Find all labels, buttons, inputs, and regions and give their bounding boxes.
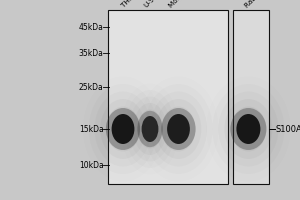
Ellipse shape (161, 106, 196, 152)
Text: U-937: U-937 (143, 0, 162, 9)
Text: Rat spleen: Rat spleen (243, 0, 274, 9)
Ellipse shape (167, 114, 190, 144)
Ellipse shape (236, 114, 260, 144)
Ellipse shape (106, 106, 140, 152)
Text: 10kDa: 10kDa (79, 160, 104, 170)
Text: 35kDa: 35kDa (79, 48, 104, 58)
Text: 25kDa: 25kDa (79, 83, 104, 92)
Bar (108, 10, 228, 184)
Ellipse shape (142, 116, 158, 142)
Text: 45kDa: 45kDa (79, 22, 104, 31)
Text: S100A9: S100A9 (276, 124, 300, 134)
Ellipse shape (230, 106, 266, 152)
Ellipse shape (161, 108, 196, 150)
Text: 15kDa: 15kDa (79, 124, 104, 134)
Ellipse shape (137, 111, 163, 147)
Text: THP-1: THP-1 (120, 0, 140, 9)
Bar (232, 10, 268, 184)
Text: Mouse lung: Mouse lung (168, 0, 202, 9)
Ellipse shape (106, 108, 140, 150)
Ellipse shape (112, 114, 134, 144)
Ellipse shape (230, 108, 266, 150)
